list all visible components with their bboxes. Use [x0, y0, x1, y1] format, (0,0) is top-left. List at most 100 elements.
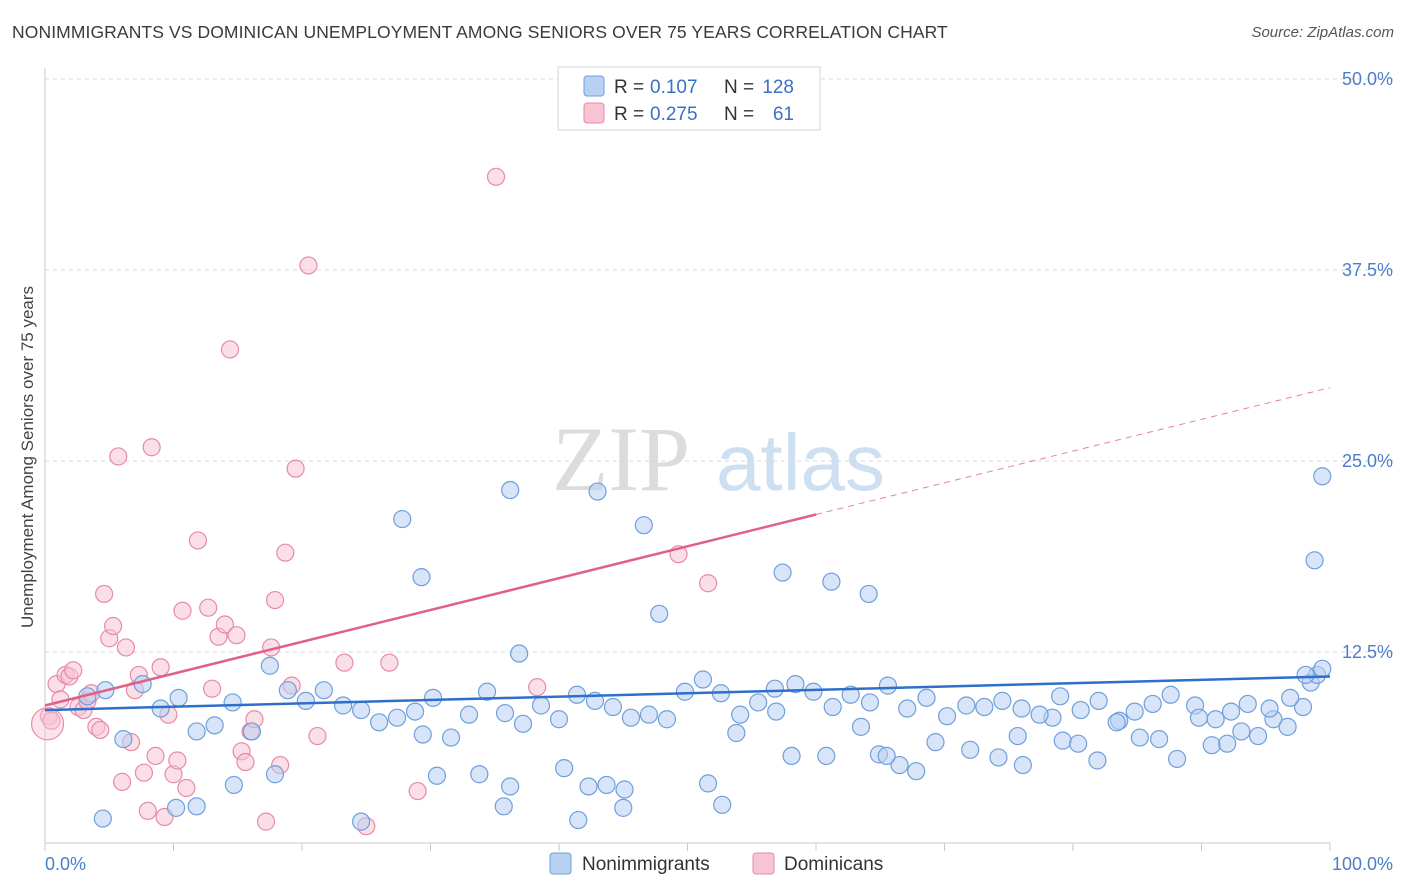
- dominicans-point-1: [42, 711, 61, 730]
- nonimmigrants-point-4: [265, 765, 285, 784]
- nonimmigrants-point-66: [1051, 687, 1070, 706]
- nonimmigrants-point-90: [603, 697, 623, 717]
- nonimmigrants-point-0: [93, 809, 112, 828]
- nonimmigrants-point-27: [877, 746, 896, 766]
- nonimmigrants-point-13: [569, 810, 588, 830]
- nonimmigrants-point-104: [352, 700, 371, 720]
- y-tick-label-3: 50.0%: [1342, 69, 1393, 89]
- y-axis-title: Unemployment Among Seniors over 75 years: [18, 286, 37, 628]
- x-axis-ticks: [44, 843, 1331, 851]
- legend-n-value-2: 61: [773, 104, 794, 125]
- nonimmigrants-point-94: [531, 696, 551, 715]
- nonimmigrants-point-7: [427, 766, 447, 785]
- dominicans-point-60: [698, 574, 718, 593]
- dominicans-point-12: [91, 720, 110, 740]
- legend-r-value-2: 0.275: [650, 104, 698, 125]
- nonimmigrants-point-17: [615, 780, 634, 799]
- dominicans-point-46: [265, 590, 285, 610]
- nonimmigrants-point-95: [513, 714, 533, 733]
- legend-n-value-1: 128: [762, 77, 794, 98]
- nonimmigrants-point-39: [1130, 728, 1149, 747]
- nonimmigrants-point-86: [675, 682, 695, 701]
- dominicans-point-23: [138, 801, 157, 821]
- legend-n-label-2: N =: [724, 104, 754, 125]
- nonimmigrants-point-37: [1088, 751, 1107, 770]
- y-tick-label-0: 12.5%: [1342, 642, 1393, 662]
- nonimmigrants-point-128: [822, 572, 841, 591]
- nonimmigrants-point-40: [1149, 729, 1169, 749]
- nonimmigrants-point-100: [423, 688, 443, 707]
- nonimmigrants-point-46: [1248, 726, 1268, 746]
- dominicans-point-38: [220, 340, 240, 359]
- nonimmigrants-point-23: [817, 746, 836, 766]
- legend-swatch-dominicans: [583, 102, 605, 124]
- nonimmigrants-point-114: [169, 688, 188, 707]
- nonimmigrants-point-72: [937, 707, 957, 726]
- nonimmigrants-point-54: [1281, 688, 1300, 707]
- nonimmigrants-point-68: [1012, 699, 1031, 718]
- dominicans-point-16: [109, 447, 128, 466]
- bottom-legend: Nonimmigrants Dominicans: [549, 852, 883, 875]
- nonimmigrants-point-130: [1313, 467, 1332, 486]
- nonimmigrants-point-58: [1206, 710, 1225, 729]
- dominicans-point-57: [486, 167, 506, 186]
- nonimmigrants-point-9: [501, 777, 520, 796]
- nonimmigrants-point-125: [650, 604, 669, 623]
- dominicans-point-35: [202, 679, 222, 698]
- nonimmigrants-point-122: [588, 482, 607, 501]
- nonimmigrants-point-1: [166, 798, 186, 817]
- nonimmigrants-point-64: [1089, 691, 1108, 710]
- nonimmigrants-point-120: [501, 480, 520, 500]
- nonimmigrants-point-6: [413, 725, 432, 744]
- nonimmigrants-point-73: [917, 688, 936, 707]
- legend-swatch-nonimmigrants: [583, 75, 605, 97]
- y-tick-labels: 12.5% 25.0% 37.5% 50.0%: [1342, 69, 1393, 662]
- nonimmigrants-point-111: [223, 693, 242, 712]
- nonimmigrants-point-18: [698, 774, 718, 793]
- y-tick-label-2: 37.5%: [1342, 260, 1393, 280]
- legend-r-value-1: 0.107: [650, 77, 698, 98]
- dominicans-point-30: [168, 751, 187, 770]
- dominicans-point-31: [173, 601, 192, 620]
- x-tick-label-0: 0.0%: [45, 854, 86, 874]
- dominicans-point-25: [146, 746, 165, 766]
- legend-n-label-1: N =: [724, 77, 754, 98]
- nonimmigrants-point-22: [782, 746, 801, 766]
- nonimmigrants-point-15: [555, 759, 574, 778]
- nonimmigrants-point-21: [765, 679, 784, 698]
- nonimmigrants-point-126: [773, 563, 792, 582]
- dominicans-point-51: [299, 256, 318, 275]
- nonimmigrants-point-117: [114, 729, 133, 749]
- dominicans-point-32: [177, 778, 196, 798]
- legend-r-label-2: R =: [614, 104, 644, 125]
- nonimmigrants-point-61: [1143, 694, 1162, 714]
- dominicans-trend-line-extension: [815, 387, 1331, 515]
- nonimmigrants-point-75: [878, 676, 898, 695]
- nonimmigrants-point-43: [1202, 736, 1221, 755]
- nonimmigrants-point-107: [296, 691, 315, 710]
- dominicans-point-58: [528, 678, 547, 697]
- nonimmigrants-point-110: [242, 722, 261, 741]
- nonimmigrants-point-124: [393, 509, 412, 529]
- dominicans-point-24: [142, 438, 161, 457]
- nonimmigrants-point-121: [634, 516, 653, 535]
- nonimmigrants-point-93: [549, 710, 569, 729]
- dominicans-point-50: [286, 459, 305, 478]
- dominicans-point-17: [112, 772, 132, 791]
- dominicans-point-55: [380, 653, 399, 672]
- nonimmigrants-point-129: [1305, 551, 1324, 570]
- nonimmigrants-point-35: [1053, 731, 1072, 750]
- nonimmigrants-point-57: [1221, 702, 1241, 721]
- nonimmigrants-point-29: [926, 733, 945, 752]
- nonimmigrants-trend-line: [44, 675, 1331, 712]
- dominicans-point-13: [95, 584, 114, 604]
- nonimmigrants-point-71: [957, 696, 976, 715]
- dominicans-point-41: [236, 752, 255, 772]
- nonimmigrants-point-105: [334, 696, 353, 715]
- bottom-legend-nonimmigrants: Nonimmigrants: [582, 854, 710, 875]
- dominicans-point-26: [151, 658, 170, 677]
- nonimmigrants-point-81: [767, 702, 786, 721]
- dominicans-point-56: [408, 781, 427, 801]
- nonimmigrants-points: [78, 467, 1332, 831]
- nonimmigrants-point-33: [1013, 755, 1032, 775]
